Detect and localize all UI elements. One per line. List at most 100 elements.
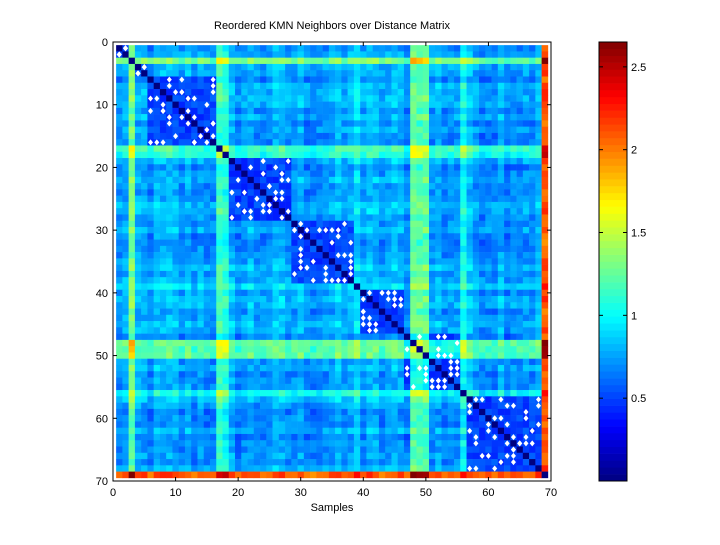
heatmap-cell — [366, 127, 373, 134]
heatmap-cell — [291, 409, 298, 416]
heatmap-cell — [179, 334, 186, 341]
heatmap-cell — [404, 340, 411, 347]
heatmap-cell — [223, 365, 230, 372]
heatmap-cell — [129, 421, 136, 428]
heatmap-cell — [210, 334, 217, 341]
heatmap-cell — [373, 271, 380, 278]
heatmap-cell — [172, 177, 179, 184]
heatmap-cell — [492, 296, 499, 303]
heatmap-cell — [529, 70, 536, 77]
heatmap-cell — [285, 421, 292, 428]
heatmap-cell — [141, 171, 148, 178]
heatmap-cell — [398, 120, 405, 127]
heatmap-cell — [141, 51, 148, 58]
heatmap-cell — [204, 390, 211, 397]
heatmap-cell — [116, 171, 123, 178]
heatmap-cell — [191, 396, 198, 403]
heatmap-cell — [442, 415, 449, 422]
heatmap-cell — [185, 396, 192, 403]
heatmap-cell — [473, 421, 480, 428]
heatmap-cell — [442, 45, 449, 52]
heatmap-cell — [366, 277, 373, 284]
heatmap-cell — [291, 440, 298, 447]
heatmap-cell — [379, 114, 386, 121]
heatmap-cell — [291, 51, 298, 58]
heatmap-cell — [335, 321, 342, 328]
heatmap-cell — [517, 152, 524, 159]
heatmap-cell — [492, 139, 499, 146]
heatmap-cell — [310, 271, 317, 278]
heatmap-cell — [435, 196, 442, 203]
heatmap-cell — [435, 277, 442, 284]
heatmap-cell — [435, 371, 442, 378]
heatmap-cell — [323, 421, 330, 428]
heatmap-cell — [429, 447, 436, 454]
heatmap-cell — [310, 214, 317, 221]
heatmap-cell — [416, 421, 423, 428]
heatmap-cell — [241, 108, 248, 115]
heatmap-cell — [223, 133, 230, 140]
heatmap-cell — [479, 108, 486, 115]
heatmap-cell — [241, 447, 248, 454]
heatmap-cell — [154, 171, 161, 178]
heatmap-cell — [341, 164, 348, 171]
heatmap-cell — [348, 64, 355, 71]
heatmap-cell — [254, 327, 261, 334]
heatmap-cell — [492, 390, 499, 397]
heatmap-cell — [473, 403, 480, 410]
heatmap-cell — [398, 271, 405, 278]
heatmap-cell — [492, 258, 499, 265]
heatmap-cell — [385, 152, 392, 159]
heatmap-cell — [523, 51, 530, 58]
heatmap-cell — [379, 233, 386, 240]
heatmap-cell — [260, 189, 267, 196]
heatmap-cell — [479, 246, 486, 253]
heatmap-cell — [354, 447, 361, 454]
heatmap-cell — [147, 384, 154, 391]
heatmap-cell — [129, 145, 136, 152]
heatmap-cell — [223, 296, 230, 303]
heatmap-cell — [135, 196, 142, 203]
heatmap-cell — [160, 58, 167, 65]
heatmap-cell — [535, 64, 542, 71]
heatmap-cell — [510, 196, 517, 203]
heatmap-cell — [485, 465, 492, 472]
heatmap-cell — [116, 58, 123, 65]
heatmap-cell — [329, 453, 336, 460]
heatmap-cell — [535, 434, 542, 441]
heatmap-cell — [179, 83, 186, 90]
heatmap-cell — [429, 158, 436, 165]
heatmap-cell — [529, 221, 536, 228]
heatmap-cell — [216, 252, 223, 259]
heatmap-cell — [310, 378, 317, 385]
heatmap-cell — [235, 365, 242, 372]
heatmap-cell — [122, 340, 129, 347]
heatmap-cell — [160, 321, 167, 328]
heatmap-cell — [179, 95, 186, 102]
heatmap-cell — [291, 340, 298, 347]
heatmap-cell — [316, 384, 323, 391]
heatmap-cell — [416, 177, 423, 184]
heatmap-cell — [523, 64, 530, 71]
heatmap-cell — [248, 277, 255, 284]
heatmap-cell — [241, 252, 248, 259]
heatmap-cell — [316, 221, 323, 228]
heatmap-cell — [410, 152, 417, 159]
heatmap-cell — [210, 352, 217, 359]
heatmap-cell — [391, 415, 398, 422]
heatmap-cell — [216, 384, 223, 391]
heatmap-cell — [454, 434, 461, 441]
heatmap-cell — [410, 233, 417, 240]
heatmap-cell — [166, 164, 173, 171]
heatmap-cell — [254, 51, 261, 58]
heatmap-cell — [266, 189, 273, 196]
heatmap-cell — [348, 221, 355, 228]
heatmap-cell — [216, 139, 223, 146]
heatmap-cell — [260, 108, 267, 115]
heatmap-cell — [323, 390, 330, 397]
heatmap-cell — [442, 434, 449, 441]
heatmap-cell — [122, 64, 129, 71]
heatmap-cell — [373, 83, 380, 90]
heatmap-cell — [373, 384, 380, 391]
heatmap-cell — [191, 340, 198, 347]
